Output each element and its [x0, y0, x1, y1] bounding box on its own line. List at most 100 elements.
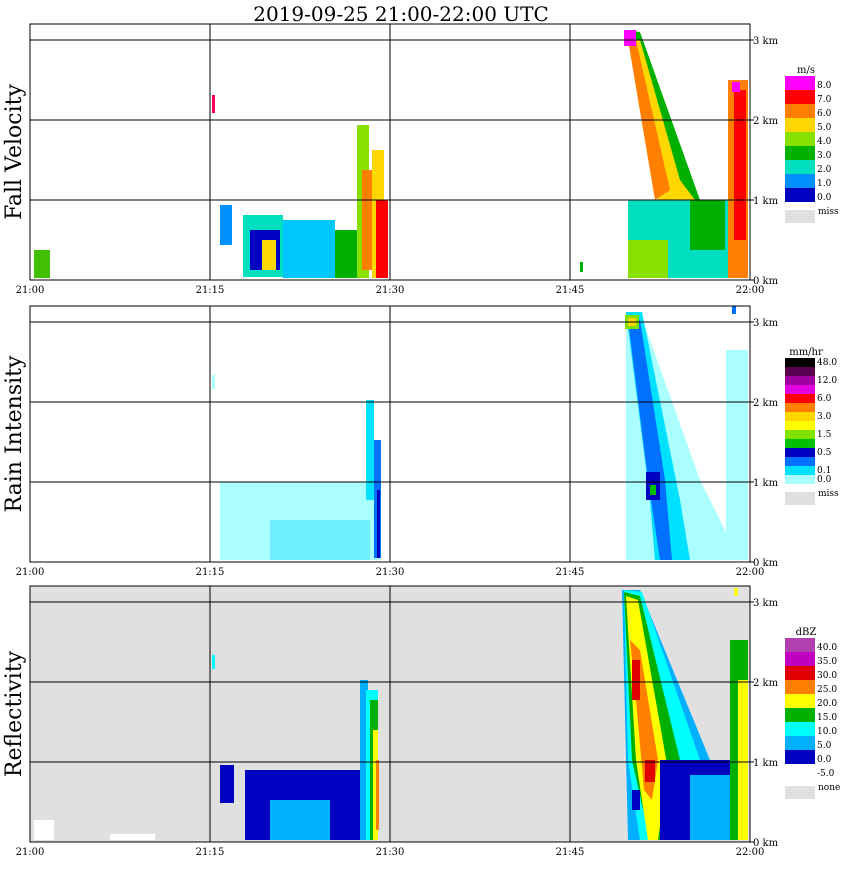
legend-label: 3.0	[817, 151, 832, 161]
echo-cell	[376, 760, 379, 830]
legend-label: 40.0	[817, 643, 837, 653]
echo-cell	[628, 240, 668, 278]
echo-cell	[732, 306, 736, 314]
legend-swatch	[785, 132, 815, 146]
echo-cell	[34, 820, 54, 840]
legend-label: 1.0	[817, 179, 832, 189]
echo-cell	[110, 834, 155, 840]
legend-swatch	[785, 638, 815, 652]
echo-cell	[335, 230, 357, 278]
panel-frame	[29, 585, 751, 843]
legend-label: 3.0	[817, 412, 832, 422]
time-tick-label: 21:45	[556, 847, 585, 858]
legend-label: 12.0	[817, 376, 837, 386]
legend-label: 0.0	[817, 755, 832, 765]
legend-swatch	[785, 750, 815, 764]
echo-cell	[212, 95, 215, 113]
panel-reflectivity-echoes	[34, 588, 748, 840]
time-tick-label: 21:30	[376, 567, 405, 578]
legend-swatch	[785, 764, 815, 778]
echo-cell	[270, 520, 370, 560]
legend-swatch	[785, 652, 815, 666]
legend-label: 30.0	[817, 671, 837, 681]
echo-cell	[212, 375, 215, 389]
legend-swatch	[785, 439, 815, 448]
legend-label: -5.0	[817, 769, 835, 779]
legend-swatch	[785, 403, 815, 412]
legend-swatch	[785, 146, 815, 160]
height-tick-label: 3 km	[753, 36, 779, 47]
echo-band	[628, 320, 672, 560]
echo-cell	[212, 655, 215, 669]
legend-label: 0.5	[817, 448, 832, 458]
time-tick-label: 22:00	[736, 567, 765, 578]
echo-cell	[632, 790, 640, 810]
legend-miss-label: none	[818, 783, 840, 793]
legend-label: 15.0	[817, 713, 837, 723]
legend-swatch	[785, 358, 815, 367]
panel-rain-intensity-echoes	[212, 306, 748, 560]
legend-miss-swatch	[785, 210, 815, 223]
panel-label-rain-intensity: Rain Intensity	[2, 355, 27, 512]
echo-cell	[690, 775, 730, 840]
height-tick-label: 3 km	[753, 318, 779, 329]
legend-swatch	[785, 412, 815, 421]
legend-label: 2.0	[817, 165, 832, 175]
height-tick-label: 2 km	[753, 398, 779, 409]
time-tick-label: 21:15	[196, 567, 225, 578]
legend-unit-rain-intensity: mm/hr	[789, 347, 823, 358]
legend-label: 6.0	[817, 394, 832, 404]
legend-swatch	[785, 680, 815, 694]
legend-swatch	[785, 394, 815, 403]
legend-swatch	[785, 736, 815, 750]
legend-label: 5.0	[817, 123, 832, 133]
echo-cell	[624, 30, 636, 46]
legend-label: 0.0	[817, 193, 832, 203]
legend-miss-swatch	[785, 492, 815, 505]
time-tick-label: 22:00	[736, 847, 765, 858]
height-tick-label: 0 km	[753, 558, 779, 569]
height-tick-label: 3 km	[753, 598, 779, 609]
echo-cell	[360, 680, 368, 840]
echo-cell	[732, 82, 740, 92]
legend-label: 25.0	[817, 685, 837, 695]
time-tick-label: 22:00	[736, 285, 765, 296]
height-tick-label: 1 km	[753, 478, 779, 489]
legend-label: 8.0	[817, 81, 832, 91]
echo-cell	[220, 765, 234, 803]
legend-swatch	[785, 376, 815, 385]
panel-frame	[29, 23, 751, 281]
legend-swatch	[785, 367, 815, 376]
echo-cell	[362, 170, 372, 270]
time-tick-label: 21:00	[16, 567, 45, 578]
echo-cell	[283, 220, 335, 278]
legend-label: 48.0	[817, 358, 837, 368]
panel-frame	[29, 305, 751, 563]
legend-label: 0.0	[817, 475, 832, 485]
legend-label: 10.0	[817, 727, 837, 737]
legend-swatch	[785, 385, 815, 394]
height-tick-label: 0 km	[753, 276, 779, 287]
echo-cell	[220, 205, 232, 245]
echo-cell	[632, 660, 640, 700]
legend-swatch	[785, 708, 815, 722]
legend-unit-fall-velocity: m/s	[797, 65, 815, 76]
legend-swatch	[785, 448, 815, 457]
legend-swatch	[785, 90, 815, 104]
time-tick-label: 21:30	[376, 847, 405, 858]
legend-swatch	[785, 118, 815, 132]
legend-miss-label: miss	[818, 207, 839, 217]
echo-cell	[690, 200, 725, 250]
legend-label: 35.0	[817, 657, 837, 667]
legend-label: 7.0	[817, 95, 832, 105]
legend-label: 20.0	[817, 699, 837, 709]
legend-label: 1.5	[817, 430, 832, 440]
legends: m/s8.07.06.05.04.03.02.01.00.0missmm/hr4…	[785, 65, 840, 799]
legend-swatch	[785, 722, 815, 736]
panel-fall-velocity-echoes	[34, 30, 748, 278]
panel-reflectivity	[30, 586, 750, 842]
echo-cell	[734, 90, 746, 240]
legend-swatch	[785, 188, 815, 202]
legend-swatch	[785, 174, 815, 188]
time-tick-label: 21:45	[556, 567, 585, 578]
